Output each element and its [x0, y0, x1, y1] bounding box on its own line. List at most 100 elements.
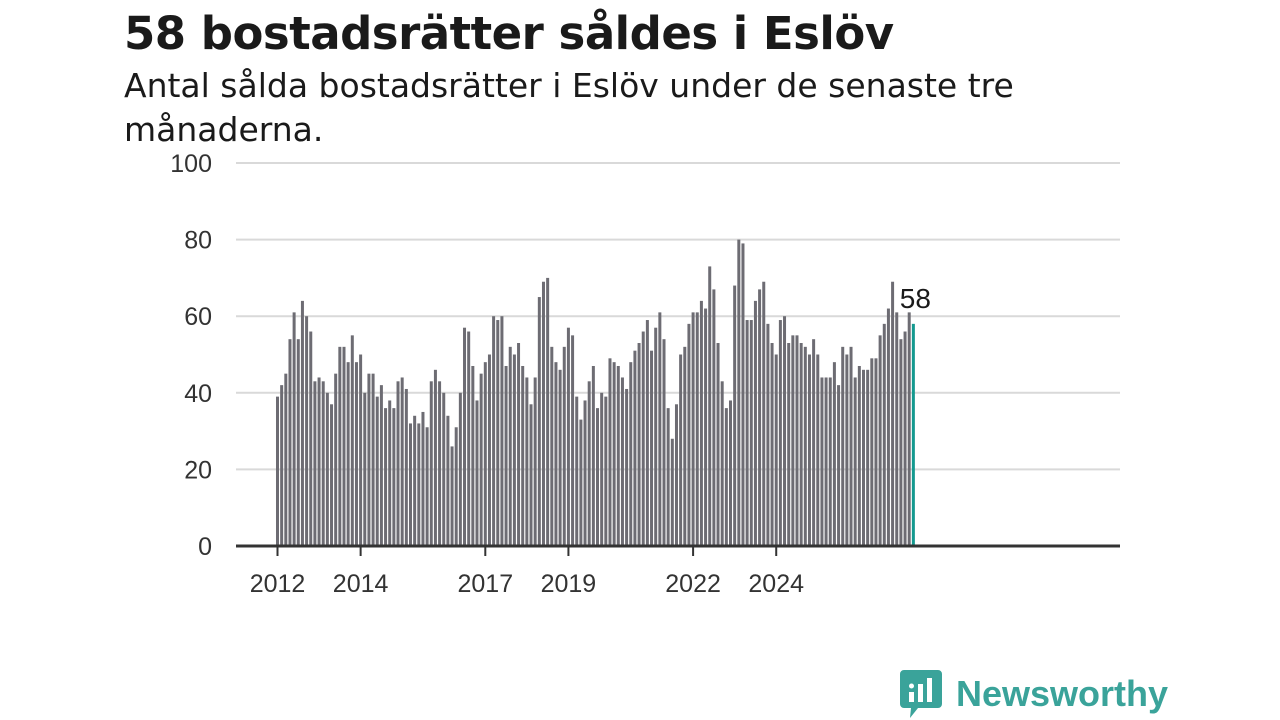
bar — [425, 427, 429, 546]
bar — [442, 392, 446, 546]
bar — [691, 312, 695, 546]
bar — [512, 354, 516, 546]
bar — [849, 346, 853, 546]
logo-text: Newsworthy — [956, 673, 1169, 714]
bar — [330, 404, 334, 546]
bar — [866, 369, 870, 546]
bar — [820, 377, 824, 546]
bar — [758, 289, 762, 546]
bar — [292, 312, 296, 546]
bar — [895, 312, 899, 546]
bar — [608, 358, 612, 546]
bar — [633, 350, 637, 546]
bar — [566, 327, 570, 546]
bar — [384, 408, 388, 546]
y-tick-label: 60 — [184, 303, 212, 331]
bar — [729, 400, 732, 546]
bar — [483, 362, 487, 546]
bar — [579, 419, 583, 546]
bar — [795, 335, 799, 546]
bar — [404, 388, 408, 546]
gridlines — [236, 162, 1120, 471]
bar — [454, 427, 458, 546]
bar — [433, 369, 437, 546]
bar — [583, 400, 587, 546]
x-tick-label: 2014 — [333, 570, 389, 598]
bar — [521, 365, 525, 546]
bar — [762, 281, 766, 546]
bar — [770, 343, 774, 546]
bar — [745, 320, 749, 546]
bar — [517, 343, 521, 546]
bar — [824, 377, 828, 546]
last-value-label: 58 — [900, 283, 931, 314]
bar — [541, 281, 545, 546]
bar — [571, 335, 575, 546]
bar — [886, 308, 890, 546]
bar — [774, 354, 778, 546]
bar — [749, 320, 753, 546]
bar — [408, 423, 412, 546]
newsworthy-logo: Newsworthy — [900, 668, 1168, 720]
x-tick-label: 2019 — [541, 570, 597, 598]
bar — [313, 381, 317, 546]
bar — [783, 316, 787, 546]
bar — [699, 300, 703, 546]
bar — [325, 392, 329, 546]
bar — [342, 346, 346, 546]
bar — [803, 346, 807, 546]
bar — [670, 438, 674, 546]
bar — [753, 300, 757, 546]
bar — [845, 354, 849, 546]
bar — [612, 362, 616, 546]
bar — [388, 400, 392, 546]
bar-chart: 2012 2014 2017 2019 2022 2024 0 20 40 60 80 100 58 — [170, 150, 1120, 598]
bar — [471, 365, 475, 546]
bar — [778, 320, 782, 546]
bar — [508, 346, 512, 546]
x-tick-label: 2012 — [250, 570, 306, 598]
bar — [687, 323, 691, 546]
bar — [496, 320, 500, 546]
bar — [562, 346, 566, 546]
bar — [288, 339, 292, 546]
bar — [413, 415, 417, 546]
bar — [878, 335, 882, 546]
bar — [554, 362, 558, 546]
bar — [695, 312, 699, 546]
bar — [500, 316, 504, 546]
bar — [317, 377, 321, 546]
bar — [537, 297, 541, 546]
bar — [359, 354, 363, 546]
bar — [816, 354, 820, 546]
bar — [367, 373, 371, 546]
bars — [276, 239, 915, 546]
bar — [832, 362, 836, 546]
bar — [712, 289, 716, 546]
bar — [417, 423, 421, 546]
bar — [604, 396, 608, 546]
bar — [596, 408, 600, 546]
bar — [737, 239, 741, 546]
bar — [857, 365, 861, 546]
y-tick-label: 40 — [184, 380, 212, 408]
bar — [674, 404, 678, 546]
y-tick-label: 0 — [198, 533, 212, 561]
bar — [346, 362, 350, 546]
bar — [458, 392, 462, 546]
bar — [467, 331, 471, 546]
bar — [546, 277, 550, 546]
bar — [587, 381, 591, 546]
bar — [733, 285, 737, 546]
bar — [616, 365, 620, 546]
bar — [371, 373, 375, 546]
bar — [429, 381, 433, 546]
chart-title: 58 bostadsrätter såldes i Eslöv — [124, 7, 894, 60]
x-tick-label: 2017 — [457, 570, 513, 598]
bar — [446, 415, 450, 546]
y-tick-label: 100 — [170, 150, 212, 178]
bar — [716, 343, 720, 546]
bar — [654, 327, 658, 546]
bar — [600, 392, 604, 546]
bar — [791, 335, 795, 546]
